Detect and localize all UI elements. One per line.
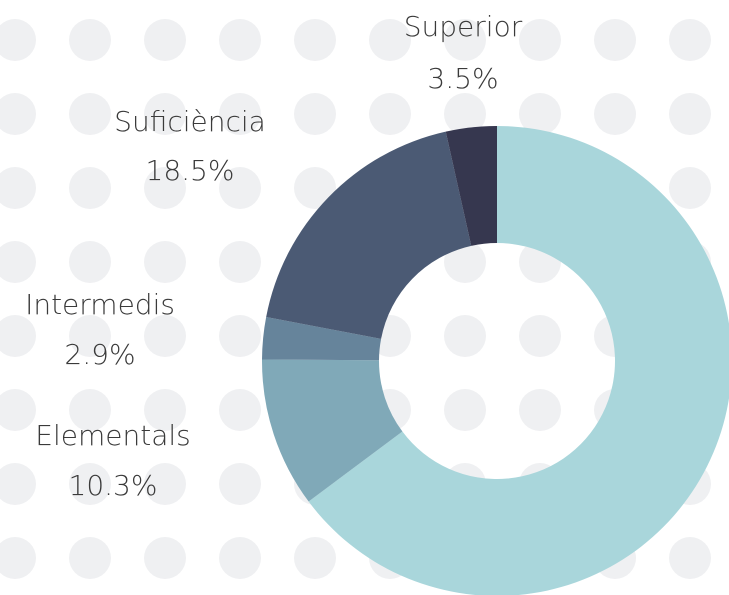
donut xyxy=(262,126,729,595)
background-dot xyxy=(444,389,486,431)
background-dot xyxy=(144,389,186,431)
background-dot xyxy=(669,537,711,579)
background-dot xyxy=(144,19,186,61)
background-dot xyxy=(0,93,36,135)
background-dot xyxy=(219,19,261,61)
background-dot xyxy=(444,315,486,357)
background-dot xyxy=(219,389,261,431)
background-dot xyxy=(219,93,261,135)
slice-label: Intermedis xyxy=(25,288,175,321)
background-dot xyxy=(219,315,261,357)
slice-value-label: 18.5% xyxy=(146,154,235,187)
labels: Elementals 10.3% Intermedis 2.9% Suficiència… xyxy=(25,10,523,502)
background-dot xyxy=(294,93,336,135)
background-dot xyxy=(669,93,711,135)
background-dot xyxy=(144,315,186,357)
background-dot xyxy=(369,19,411,61)
background-dot xyxy=(219,241,261,283)
background-dot xyxy=(594,93,636,135)
background-dot xyxy=(0,389,36,431)
background-dot xyxy=(519,315,561,357)
background-dot xyxy=(0,537,36,579)
background-dot xyxy=(369,93,411,135)
background-dot xyxy=(144,537,186,579)
background-dot xyxy=(594,19,636,61)
background-dot xyxy=(144,463,186,505)
background-dot xyxy=(669,167,711,209)
donut-slice xyxy=(445,126,497,246)
background-dot xyxy=(69,93,111,135)
background-dot xyxy=(669,19,711,61)
background-dot xyxy=(219,537,261,579)
background-dot xyxy=(144,167,186,209)
background-dot xyxy=(0,315,36,357)
background-dot xyxy=(444,19,486,61)
slice-label: Elementals xyxy=(35,419,190,452)
background-dot xyxy=(444,241,486,283)
background-dot xyxy=(69,389,111,431)
donut-slice xyxy=(262,359,403,502)
background-dot xyxy=(69,537,111,579)
background-dot xyxy=(519,93,561,135)
background-dot xyxy=(519,19,561,61)
background-dot xyxy=(444,93,486,135)
background-dot xyxy=(69,19,111,61)
donut-slice xyxy=(266,131,472,339)
background-dot xyxy=(219,463,261,505)
slice-value-label: 10.3% xyxy=(69,469,158,502)
background-dot xyxy=(144,93,186,135)
background-dot xyxy=(0,19,36,61)
slice-value-label: 3.5% xyxy=(427,62,498,95)
slice-label: Superior xyxy=(404,10,523,43)
slice-label: Suficiència xyxy=(114,105,266,138)
background-dot xyxy=(294,167,336,209)
background-dot xyxy=(219,167,261,209)
slice-value-label: 2.9% xyxy=(64,338,135,371)
background-dot xyxy=(294,537,336,579)
background-dot xyxy=(144,241,186,283)
background-dot xyxy=(69,167,111,209)
donut-slice xyxy=(262,316,382,361)
background-dot xyxy=(69,241,111,283)
background-dot xyxy=(0,463,36,505)
background-dot xyxy=(69,315,111,357)
background-dot xyxy=(0,241,36,283)
background-dot xyxy=(519,389,561,431)
background-dot xyxy=(69,463,111,505)
background-dot xyxy=(294,19,336,61)
background-dot xyxy=(0,167,36,209)
donut-slice xyxy=(308,126,729,595)
